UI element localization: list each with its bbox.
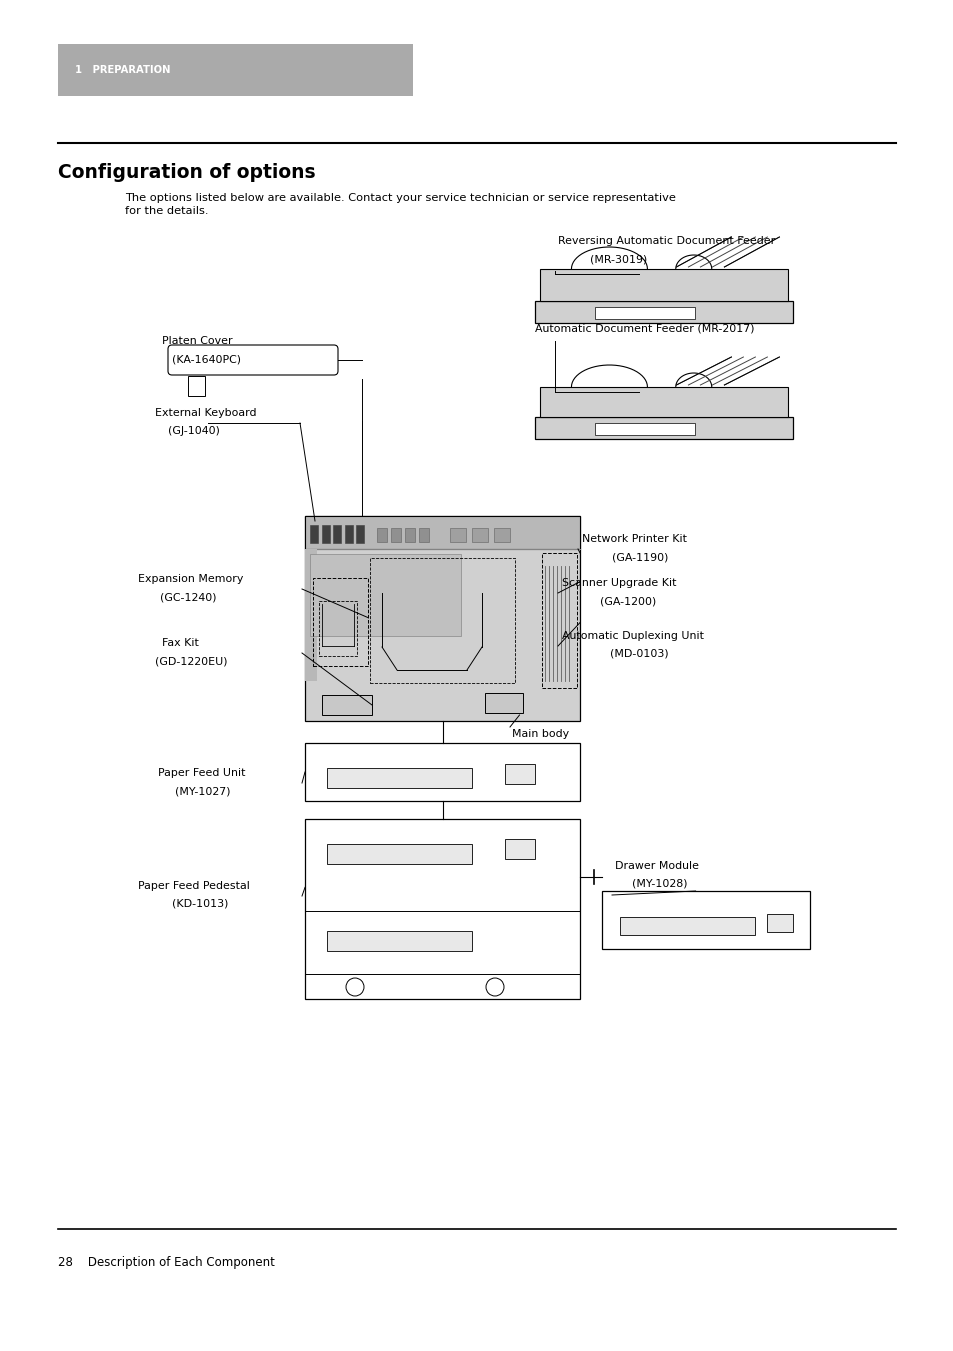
Text: (MY-1028): (MY-1028) (631, 880, 687, 889)
Bar (305, 549, 316, 681)
Bar (418, 528, 429, 542)
Text: Reversing Automatic Document Feeder: Reversing Automatic Document Feeder (558, 236, 775, 246)
Bar (595, 423, 695, 435)
Bar (327, 931, 472, 951)
Bar (539, 269, 787, 301)
Bar (322, 694, 372, 715)
Bar (504, 839, 535, 859)
Text: (MR-3019): (MR-3019) (589, 254, 646, 263)
Text: Drawer Module: Drawer Module (615, 861, 699, 871)
Text: Fax Kit: Fax Kit (162, 638, 198, 648)
Bar (305, 516, 579, 721)
Text: Main body: Main body (512, 730, 569, 739)
Bar (484, 693, 522, 713)
Bar (370, 558, 515, 684)
Text: The options listed below are available. Contact your service technician or servi: The options listed below are available. … (125, 193, 675, 216)
Bar (539, 386, 787, 417)
Bar (313, 578, 368, 666)
Text: External Keyboard: External Keyboard (154, 408, 256, 417)
Text: 28    Description of Each Component: 28 Description of Each Component (58, 1256, 274, 1269)
Text: Network Printer Kit: Network Printer Kit (581, 534, 686, 544)
Bar (318, 601, 356, 657)
Text: (GA-1200): (GA-1200) (599, 596, 656, 607)
Bar (450, 528, 465, 542)
Text: (GC-1240): (GC-1240) (160, 592, 216, 603)
Text: (GJ-1040): (GJ-1040) (168, 426, 219, 436)
Bar (305, 819, 579, 998)
Bar (305, 743, 579, 801)
Text: (KD-1013): (KD-1013) (172, 898, 228, 909)
Bar (188, 376, 205, 396)
Bar (321, 526, 330, 543)
Bar (310, 526, 318, 543)
Text: Automatic Duplexing Unit: Automatic Duplexing Unit (561, 631, 703, 640)
Bar (541, 553, 577, 688)
Text: (GA-1190): (GA-1190) (612, 553, 668, 562)
Bar (405, 528, 415, 542)
Text: (GD-1220EU): (GD-1220EU) (154, 657, 227, 666)
Text: Scanner Upgrade Kit: Scanner Upgrade Kit (561, 578, 676, 588)
Text: 1   PREPARATION: 1 PREPARATION (75, 65, 171, 76)
Bar (355, 526, 364, 543)
Bar (601, 892, 809, 948)
Bar (494, 528, 510, 542)
Bar (535, 301, 792, 323)
Bar (504, 765, 535, 784)
Text: Automatic Document Feeder (MR-2017): Automatic Document Feeder (MR-2017) (535, 324, 754, 334)
Bar (391, 528, 400, 542)
Bar (58, 45, 413, 96)
Bar (472, 528, 488, 542)
Text: (KA-1640PC): (KA-1640PC) (172, 354, 241, 363)
Bar (619, 917, 754, 935)
Text: Paper Feed Unit: Paper Feed Unit (158, 767, 245, 778)
Bar (344, 526, 353, 543)
Bar (766, 915, 792, 932)
Text: (MY-1027): (MY-1027) (174, 786, 231, 796)
Bar (535, 417, 792, 439)
FancyBboxPatch shape (168, 345, 337, 376)
Bar (310, 554, 460, 636)
Bar (595, 307, 695, 319)
Text: Configuration of options: Configuration of options (58, 163, 315, 182)
Bar (333, 526, 341, 543)
Text: Paper Feed Pedestal: Paper Feed Pedestal (138, 881, 250, 892)
Bar (376, 528, 387, 542)
Bar (305, 516, 579, 549)
Text: (MD-0103): (MD-0103) (609, 648, 668, 659)
Text: Expansion Memory: Expansion Memory (138, 574, 243, 584)
Bar (327, 844, 472, 865)
Text: Platen Cover: Platen Cover (162, 336, 233, 346)
Bar (327, 767, 472, 788)
